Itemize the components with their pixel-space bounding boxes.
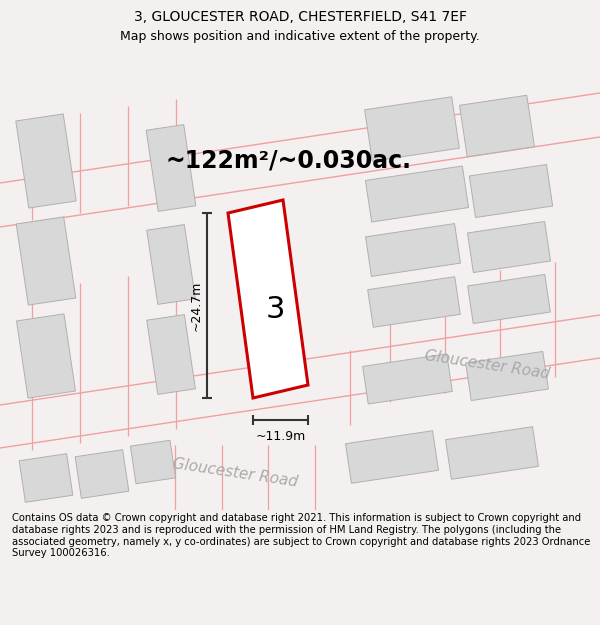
Polygon shape [466, 351, 548, 401]
Polygon shape [365, 224, 460, 276]
Text: ~11.9m: ~11.9m [256, 431, 305, 444]
Text: ~24.7m: ~24.7m [190, 280, 203, 331]
Polygon shape [228, 200, 308, 398]
Polygon shape [147, 224, 196, 304]
Text: Contains OS data © Crown copyright and database right 2021. This information is : Contains OS data © Crown copyright and d… [12, 514, 590, 558]
Polygon shape [19, 454, 73, 503]
Polygon shape [130, 440, 176, 484]
Polygon shape [362, 354, 452, 404]
Polygon shape [16, 217, 76, 305]
Text: 3: 3 [265, 296, 285, 324]
Text: Map shows position and indicative extent of the property.: Map shows position and indicative extent… [120, 30, 480, 43]
Polygon shape [75, 449, 129, 498]
Polygon shape [146, 124, 196, 211]
Polygon shape [147, 314, 196, 394]
Polygon shape [469, 164, 553, 217]
Polygon shape [368, 277, 460, 328]
Polygon shape [446, 427, 538, 479]
Text: Gloucester Road: Gloucester Road [172, 456, 299, 490]
Polygon shape [16, 114, 76, 208]
Polygon shape [16, 314, 76, 398]
Polygon shape [346, 431, 439, 483]
Polygon shape [467, 274, 550, 324]
Text: Gloucester Road: Gloucester Road [424, 348, 551, 382]
Text: ~122m²/~0.030ac.: ~122m²/~0.030ac. [165, 148, 411, 172]
Text: 3, GLOUCESTER ROAD, CHESTERFIELD, S41 7EF: 3, GLOUCESTER ROAD, CHESTERFIELD, S41 7E… [133, 10, 467, 24]
Polygon shape [365, 97, 460, 161]
Polygon shape [467, 221, 551, 272]
Polygon shape [365, 166, 469, 222]
Polygon shape [460, 95, 535, 157]
